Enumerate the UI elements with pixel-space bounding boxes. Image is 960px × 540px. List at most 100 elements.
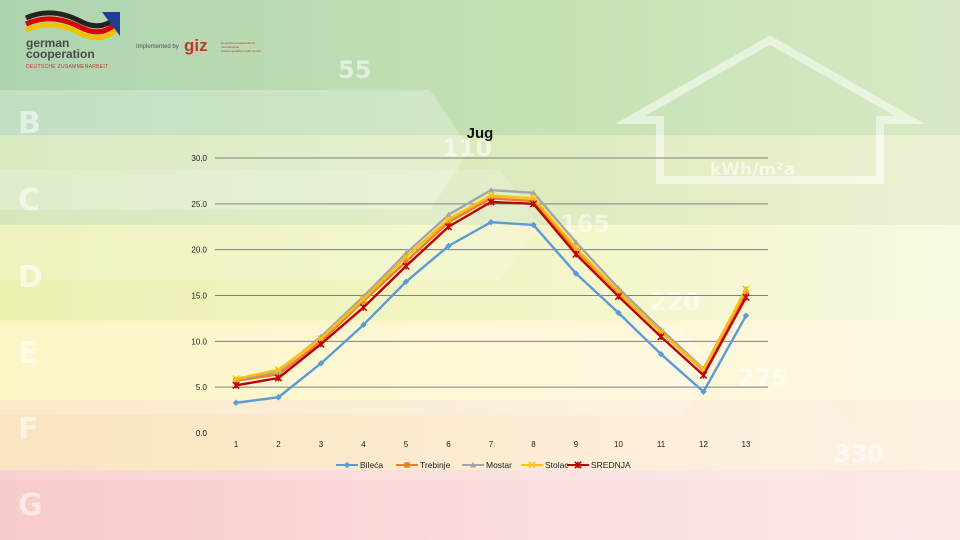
data-point-stolac bbox=[402, 253, 410, 261]
chart-title: Jug bbox=[466, 125, 494, 142]
data-point-srednja bbox=[699, 371, 708, 379]
data-point-bileća bbox=[275, 394, 282, 401]
data-point-srednja bbox=[742, 293, 750, 302]
scale-number-220: 220 bbox=[650, 288, 701, 316]
scale-number-330: 330 bbox=[834, 440, 885, 468]
data-point-bileća bbox=[445, 242, 452, 250]
data-point-bileća bbox=[487, 218, 495, 226]
german-cooperation-logo bbox=[24, 10, 120, 41]
data-point-srednja bbox=[657, 333, 665, 341]
legend-marker bbox=[343, 461, 351, 469]
data-point-bileća bbox=[572, 270, 580, 277]
legend-label: Trebinje bbox=[420, 460, 451, 470]
data-point-srednja bbox=[317, 340, 325, 348]
data-point-trebinje bbox=[445, 219, 452, 225]
data-point-srednja bbox=[529, 200, 538, 208]
data-point-bileća bbox=[232, 399, 240, 406]
y-tick-label: 25.0 bbox=[191, 200, 207, 209]
data-point-mostar bbox=[487, 186, 495, 193]
giz-logo: giz bbox=[184, 36, 208, 55]
energy-class-c: C bbox=[18, 183, 41, 218]
arrow-e bbox=[0, 325, 720, 415]
legend-label: Bileća bbox=[360, 460, 383, 470]
series-line-trebinje bbox=[235, 197, 748, 382]
x-tick-label: 7 bbox=[489, 440, 494, 449]
data-point-trebinje bbox=[403, 258, 409, 265]
data-point-srednja bbox=[232, 381, 240, 390]
data-point-stolac bbox=[232, 375, 240, 383]
data-point-bileća bbox=[657, 350, 665, 358]
data-point-stolac bbox=[529, 194, 538, 203]
implemented-by-text: Implemented by bbox=[136, 44, 179, 50]
data-point-trebinje bbox=[360, 298, 367, 304]
data-point-bileća bbox=[402, 278, 410, 285]
y-tick-label: 0.0 bbox=[196, 429, 208, 438]
y-tick-label: 10.0 bbox=[191, 337, 207, 346]
x-tick-label: 1 bbox=[234, 440, 239, 449]
legend-marker bbox=[404, 462, 410, 468]
x-tick-label: 5 bbox=[404, 440, 409, 449]
scale-number-55: 55 bbox=[338, 56, 372, 84]
x-tick-label: 4 bbox=[361, 440, 366, 449]
partner-text: german cooperation bbox=[26, 36, 95, 61]
data-point-trebinje bbox=[743, 289, 749, 296]
y-tick-label: 5.0 bbox=[196, 383, 208, 392]
x-tick-label: 10 bbox=[614, 440, 623, 449]
legend-marker bbox=[469, 461, 477, 468]
data-point-stolac bbox=[487, 191, 495, 200]
data-point-stolac bbox=[444, 215, 453, 224]
energy-class-b: B bbox=[18, 106, 41, 141]
legend-marker bbox=[574, 461, 582, 469]
energy-class-e: E bbox=[18, 336, 39, 371]
data-point-stolac bbox=[359, 295, 368, 303]
legend-label: Mostar bbox=[486, 460, 512, 470]
data-point-srednja bbox=[614, 292, 623, 301]
data-point-bileća bbox=[742, 312, 750, 319]
data-point-mostar bbox=[530, 189, 537, 196]
legend-label: SREDNJA bbox=[591, 460, 631, 470]
data-point-srednja bbox=[487, 198, 495, 206]
x-tick-label: 6 bbox=[446, 440, 451, 449]
arrow-f bbox=[0, 400, 860, 480]
data-point-stolac bbox=[742, 285, 750, 293]
house-icon bbox=[614, 35, 926, 184]
unit-label: kWh/m²a bbox=[710, 160, 795, 180]
x-tick-label: 9 bbox=[574, 440, 579, 449]
logo-area: german cooperation DEUTSCHE ZUSAMMENARBE… bbox=[18, 8, 261, 70]
x-tick-label: 2 bbox=[276, 440, 281, 449]
x-tick-label: 3 bbox=[319, 440, 324, 449]
x-tick-label: 13 bbox=[742, 440, 751, 449]
y-tick-label: 15.0 bbox=[191, 292, 207, 301]
data-point-srednja bbox=[274, 374, 283, 382]
x-tick-label: 11 bbox=[657, 440, 666, 449]
scale-number-110: 110 bbox=[442, 134, 493, 162]
data-point-trebinje bbox=[573, 247, 579, 254]
x-tick-label: 12 bbox=[699, 440, 708, 449]
y-tick-label: 20.0 bbox=[191, 246, 207, 255]
data-point-mostar bbox=[445, 211, 452, 218]
series-line-srednja bbox=[235, 200, 748, 387]
energy-class-g: G bbox=[18, 488, 43, 523]
data-point-srednja bbox=[402, 262, 410, 270]
arrow-b bbox=[0, 90, 470, 210]
energy-class-f: F bbox=[18, 412, 39, 447]
energy-class-d: D bbox=[18, 260, 43, 295]
legend-marker bbox=[528, 461, 536, 469]
data-point-stolac bbox=[274, 366, 283, 374]
data-point-mostar bbox=[572, 239, 580, 245]
data-point-trebinje bbox=[488, 195, 494, 202]
data-point-bileća bbox=[317, 360, 325, 367]
data-point-srednja bbox=[444, 223, 453, 231]
data-point-srednja bbox=[359, 303, 368, 312]
partner-subtext: DEUTSCHE ZUSAMMENARBEIT bbox=[26, 64, 109, 70]
data-point-srednja bbox=[572, 250, 580, 258]
data-point-bileća bbox=[615, 309, 622, 317]
y-tick-label: 30.0 bbox=[191, 154, 207, 163]
data-point-bileća bbox=[700, 388, 707, 395]
data-point-bileća bbox=[360, 321, 367, 329]
data-point-bileća bbox=[530, 221, 537, 229]
data-point-mostar bbox=[275, 368, 282, 375]
